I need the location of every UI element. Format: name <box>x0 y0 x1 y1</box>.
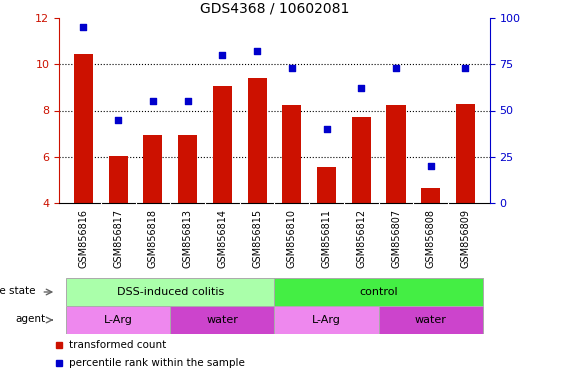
Text: GSM856817: GSM856817 <box>113 209 123 268</box>
Bar <box>317 167 336 203</box>
Text: GSM856818: GSM856818 <box>148 209 158 268</box>
Point <box>149 98 158 104</box>
Text: percentile rank within the sample: percentile rank within the sample <box>69 358 245 368</box>
Text: L-Arg: L-Arg <box>104 315 133 325</box>
Text: GSM856814: GSM856814 <box>217 209 227 268</box>
Bar <box>213 86 232 203</box>
Text: GSM856807: GSM856807 <box>391 209 401 268</box>
Bar <box>248 78 267 203</box>
Point <box>357 85 366 91</box>
Bar <box>352 118 371 203</box>
Bar <box>282 105 301 203</box>
Text: GSM856815: GSM856815 <box>252 209 262 268</box>
Text: control: control <box>359 287 398 297</box>
Text: GSM856813: GSM856813 <box>182 209 193 268</box>
Bar <box>386 105 405 203</box>
Text: GSM856808: GSM856808 <box>426 209 436 268</box>
Text: DSS-induced colitis: DSS-induced colitis <box>117 287 224 297</box>
Bar <box>456 104 475 203</box>
Text: water: water <box>415 315 446 325</box>
Title: GDS4368 / 10602081: GDS4368 / 10602081 <box>200 2 349 15</box>
Bar <box>421 188 440 203</box>
Text: L-Arg: L-Arg <box>312 315 341 325</box>
Bar <box>109 156 128 203</box>
Point <box>114 117 123 123</box>
Bar <box>66 278 275 306</box>
Point <box>79 24 88 30</box>
Text: disease state: disease state <box>0 286 35 296</box>
Text: water: water <box>207 315 238 325</box>
Bar <box>275 278 483 306</box>
Bar <box>275 306 379 334</box>
Text: GSM856811: GSM856811 <box>321 209 332 268</box>
Bar <box>170 306 275 334</box>
Point <box>253 48 262 55</box>
Text: transformed count: transformed count <box>69 340 166 350</box>
Point <box>287 65 296 71</box>
Bar <box>66 306 170 334</box>
Text: GSM856810: GSM856810 <box>287 209 297 268</box>
Point <box>461 65 470 71</box>
Text: GSM856809: GSM856809 <box>461 209 471 268</box>
Bar <box>144 135 163 203</box>
Point <box>183 98 192 104</box>
Point <box>218 52 227 58</box>
Point <box>391 65 400 71</box>
Text: agent: agent <box>15 314 46 324</box>
Point <box>426 163 435 169</box>
Text: GSM856812: GSM856812 <box>356 209 367 268</box>
Text: GSM856816: GSM856816 <box>78 209 88 268</box>
Bar <box>74 54 93 203</box>
Bar <box>178 135 197 203</box>
Bar <box>379 306 483 334</box>
Point <box>322 126 331 132</box>
